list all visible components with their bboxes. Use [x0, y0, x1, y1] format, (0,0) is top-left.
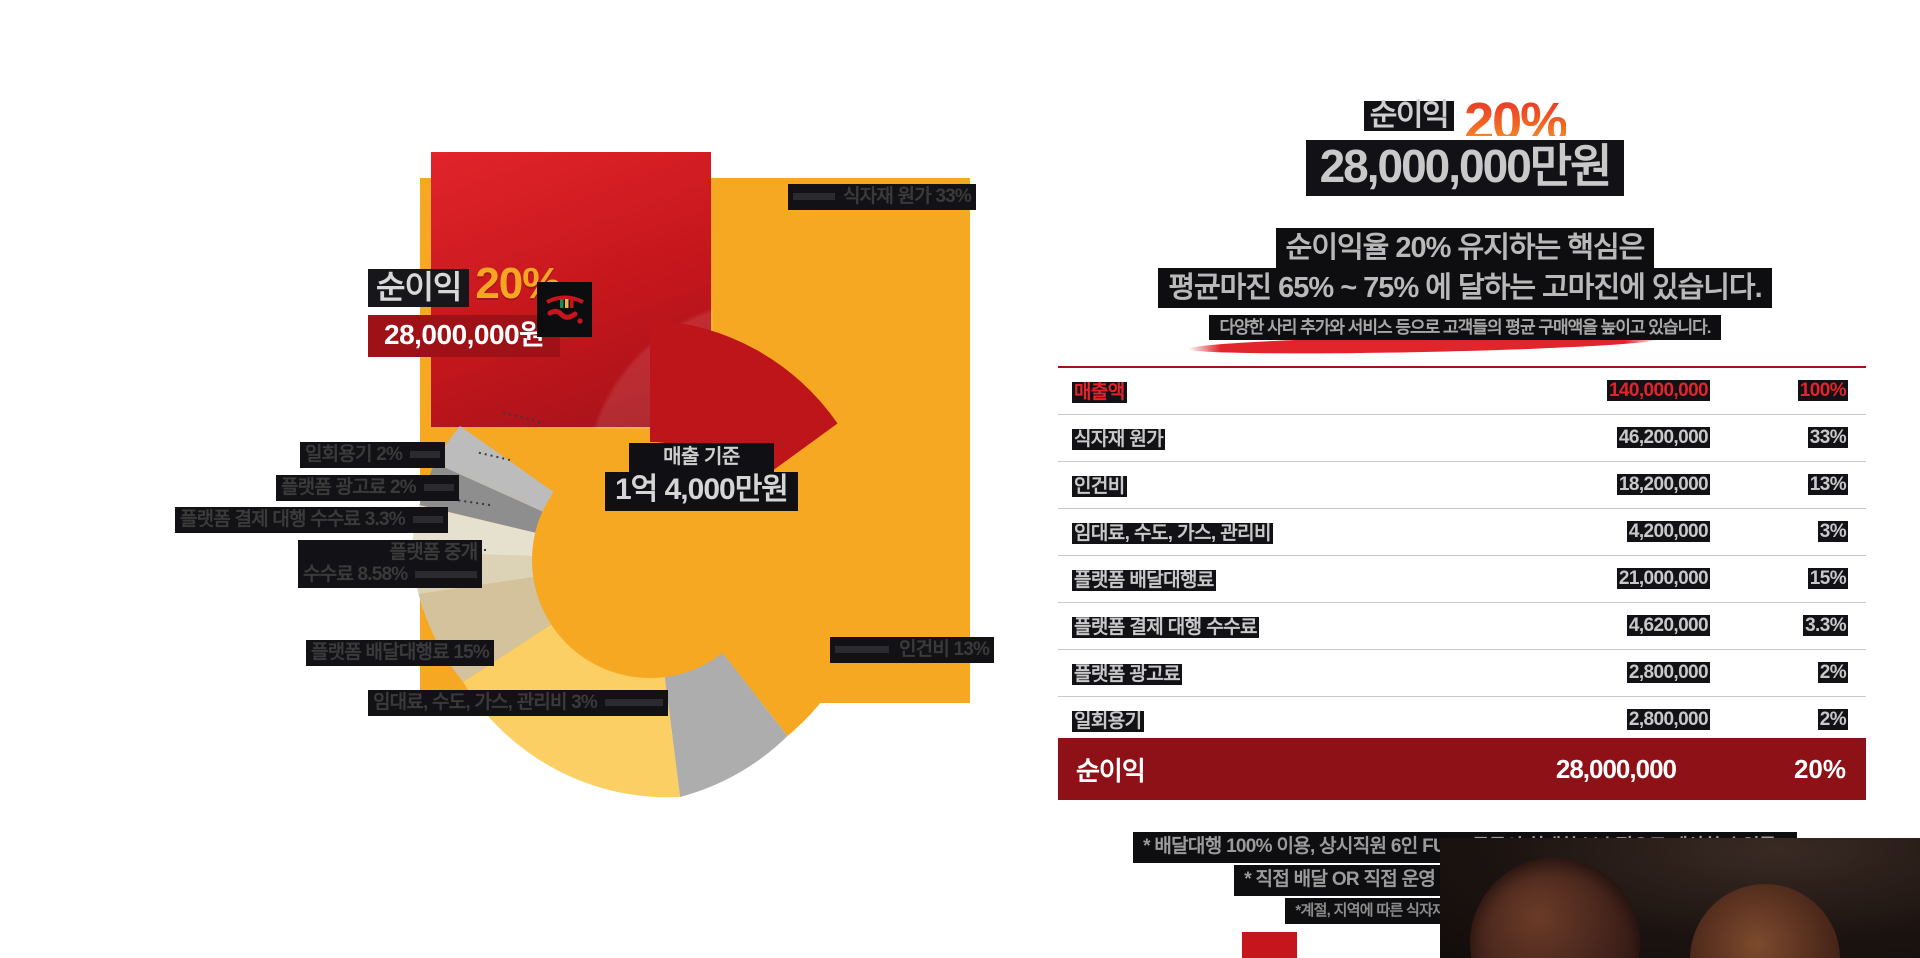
table-row: 플랫폼 결제 대행 수수료 4,620,000 3.3%	[1058, 603, 1866, 650]
row-value: 18,200,000	[1616, 473, 1710, 495]
red-accent-tab	[1242, 932, 1297, 958]
row-percent: 3%	[1817, 520, 1848, 542]
table-row: 플랫폼 광고료 2,800,000 2%	[1058, 650, 1866, 697]
row-percent: 3.3%	[1803, 614, 1848, 636]
label-broker-line2: 수수료 8.58%	[303, 563, 408, 585]
row-value: 4,200,000	[1626, 520, 1710, 542]
big-amount: 28,000,000만원	[1305, 140, 1625, 197]
donut-chart-panel: 순이익 20% 28,000,000원 매출 기준 1억 4,000만원 식자재…	[175, 150, 995, 798]
label-payment-container: 플랫폼 결제 대행 수수료 3.3%	[175, 507, 448, 533]
label-labor-text: 인건비 13%	[899, 639, 990, 660]
row-name: 플랫폼 결제 대행 수수료	[1072, 617, 1259, 638]
label-delivery-container: 플랫폼 배달대행료 15%	[306, 640, 495, 666]
food-bowl-secondary-icon	[1690, 884, 1840, 958]
table-row: 플랫폼 배달대행료 21,000,000 15%	[1058, 556, 1866, 603]
big-amount-wrap: 28,000,000만원	[1010, 140, 1920, 357]
header-percent-text: 100%	[1797, 379, 1848, 401]
leader-dash-icon	[410, 451, 441, 459]
row-value: 2,800,000	[1626, 708, 1710, 730]
label-food-cost: 식자재 원가 33%	[788, 184, 976, 210]
sales-base-amount: 1억 4,000만원	[605, 472, 798, 511]
headline: 순이익 20%	[1010, 96, 1920, 136]
row-value: 2,800,000	[1626, 661, 1710, 683]
leader-dash-icon	[412, 516, 443, 524]
banner-line-2: 평균마진 65% ~ 75% 에 달하는 고마진에 있습니다.	[1010, 268, 1920, 309]
label-rent-container: 임대료, 수도, 가스, 관리비 3%	[368, 690, 669, 716]
sub-note-text: 다양한 사리 추가와 서비스 등으로 고객들의 평균 구매액을 높이고 있습니다…	[1209, 315, 1721, 341]
row-value: 4,620,000	[1626, 614, 1710, 636]
sales-base-callout: 매출 기준 1억 4,000만원	[605, 443, 798, 511]
headline-label: 순이익	[1363, 101, 1455, 131]
row-name: 일회용기	[1072, 711, 1144, 732]
label-ads-text: 플랫폼 광고료 2%	[281, 477, 417, 498]
header-value: 140,000,000	[1406, 367, 1714, 415]
table-row: 인건비 18,200,000 13%	[1058, 462, 1866, 509]
profit-label: 순이익	[368, 269, 470, 307]
row-percent: 13%	[1807, 473, 1848, 495]
label-payment-text: 플랫폼 결제 대행 수수료 3.3%	[180, 509, 406, 530]
figures-panel: 순이익 20% 28,000,000만원 순이익율 20% 유지하는 핵심은 평…	[1010, 0, 1920, 958]
profit-loss-table-body: 매출액 140,000,000 100% 식자재 원가 46,200,000 3…	[1058, 367, 1866, 791]
label-ads-container: 플랫폼 광고료 2%	[276, 475, 459, 501]
leader-dash-icon	[835, 646, 889, 654]
row-name: 플랫폼 광고료	[1072, 664, 1182, 685]
leader-dash-icon	[793, 193, 835, 201]
row-name: 식자재 원가	[1072, 429, 1166, 450]
label-food-cost-text: 식자재 원가 33%	[843, 186, 972, 207]
row-percent: 2%	[1817, 708, 1848, 730]
table-row: 임대료, 수도, 가스, 관리비 4,200,000 3%	[1058, 509, 1866, 556]
leader-dash-icon	[415, 571, 478, 579]
total-name: 순이익	[1076, 755, 1146, 786]
header-name: 매출액	[1058, 367, 1406, 415]
banner-line-1: 순이익율 20% 유지하는 핵심은	[1010, 228, 1920, 269]
label-delivery-text: 플랫폼 배달대행료 15%	[311, 642, 490, 663]
row-value: 21,000,000	[1616, 567, 1710, 589]
row-percent: 15%	[1807, 567, 1848, 589]
banner-line-2-text: 평균마진 65% ~ 75% 에 달하는 고마진에 있습니다.	[1158, 268, 1772, 309]
leader-dash-icon	[605, 699, 664, 707]
food-photo-corner	[1440, 838, 1920, 958]
header-name-text: 매출액	[1072, 382, 1127, 403]
label-broker-container: 플랫폼 중개 수수료 8.58%	[298, 540, 483, 588]
label-rent-text: 임대료, 수도, 가스, 관리비 3%	[373, 692, 598, 713]
row-name: 플랫폼 배달대행료	[1072, 570, 1216, 591]
row-value: 46,200,000	[1616, 426, 1710, 448]
label-labor: 인건비 13%	[830, 637, 995, 663]
profit-amount: 28,000,000원	[368, 315, 561, 357]
banner-line-1-text: 순이익율 20% 유지하는 핵심은	[1275, 228, 1655, 269]
table-row: 일회용기 2,800,000 2%	[1058, 697, 1866, 744]
sub-note: 다양한 사리 추가와 서비스 등으로 고객들의 평균 구매액을 높이고 있습니다…	[1010, 315, 1920, 341]
label-broker-line1: 플랫폼 중개	[389, 542, 479, 563]
row-name: 임대료, 수도, 가스, 관리비	[1072, 523, 1273, 544]
sales-base-label: 매출 기준	[629, 443, 774, 472]
header-percent: 100%	[1714, 367, 1866, 415]
header-value-text: 140,000,000	[1606, 379, 1710, 401]
brand-stamp-icon	[537, 282, 592, 337]
table-header-row: 매출액 140,000,000 100%	[1058, 367, 1866, 415]
profit-loss-table: 매출액 140,000,000 100% 식자재 원가 46,200,000 3…	[1058, 366, 1866, 791]
row-percent: 2%	[1817, 661, 1848, 683]
net-profit-total-bar: 순이익 28,000,000 20%	[1058, 738, 1866, 800]
label-onetime-container: 일회용기 2%	[300, 442, 446, 468]
table-row: 식자재 원가 46,200,000 33%	[1058, 415, 1866, 462]
label-onetime-text: 일회용기 2%	[305, 444, 403, 465]
headline-percent: 20%	[1464, 96, 1568, 136]
leader-dash-icon	[423, 484, 454, 492]
food-bowl-icon	[1470, 858, 1640, 958]
total-value: 28,000,000	[1555, 753, 1677, 784]
profit-callout: 순이익 20% 28,000,000원	[368, 262, 561, 357]
row-name: 인건비	[1072, 476, 1127, 497]
row-percent: 33%	[1807, 426, 1848, 448]
total-percent: 20%	[1793, 753, 1846, 784]
